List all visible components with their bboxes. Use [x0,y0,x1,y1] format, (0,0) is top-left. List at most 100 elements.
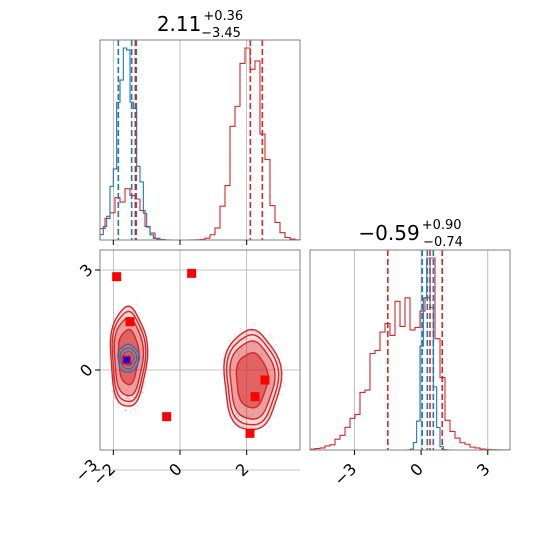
joint-sample-point [117,403,119,406]
joint-sample-point [143,381,146,384]
joint-red-fill-level [236,352,269,408]
joint-sample-point [240,347,243,350]
joint-marker [187,268,197,278]
joint-sample-point [135,377,137,379]
joint-sample-point [139,338,142,341]
joint-sample-point [269,426,271,429]
marginal-histogram-param2: −3 0 3 [309,249,511,490]
joint-sample-point [130,411,132,413]
joint-sample-point [120,387,122,390]
joint-sample-point [128,385,131,388]
joint-sample-point [231,344,234,347]
hist2-red-histogram [309,257,511,451]
joint-sample-point [117,339,120,341]
joint-core-marker [123,357,130,363]
joint-sample-point [126,388,129,391]
joint-sample-point [260,353,263,356]
hist2-xtick-label: 0 [406,459,427,480]
joint-sample-point [238,353,240,356]
joint-sample-point [142,386,145,389]
joint-sample-point [128,392,131,395]
joint-sample-point [124,409,127,412]
title-param1: 2.11 +0.36 [157,9,243,36]
joint-sample-point [127,398,130,400]
joint-sample-point [227,378,230,381]
hist2-xtick-label: 3 [473,459,494,480]
joint-sample-point [282,381,285,384]
joint-red-contour [229,340,276,420]
joint-sample-point [281,394,284,396]
joint-red-contour [117,328,140,386]
hist2-background [310,250,510,450]
joint-sample-point [251,413,254,416]
joint-sample-point [273,345,276,348]
joint-density-panel: −2 0 230−3 [71,249,301,500]
joint-sample-point [281,378,284,380]
joint-sample-point [144,379,146,382]
joint-sample-point [111,390,114,392]
joint-blue-contour [119,347,138,370]
joint-marker [125,317,135,327]
joint-sample-point [233,333,236,336]
joint-blue-contour [117,343,141,373]
joint-sample-point [236,350,239,353]
joint-sample-point [229,340,231,343]
joint-sample-point [268,333,271,336]
joint-red-contour [109,305,149,407]
joint-sample-point [253,324,256,326]
joint-sample-point [126,395,129,398]
joint-red-contour [111,310,147,403]
joint-sample-point [242,425,245,428]
joint-sample-point [141,391,144,394]
joint-sample-point [239,327,242,330]
joint-sample-point [251,330,253,332]
joint-sample-point [119,319,122,322]
joint-sample-point [133,384,136,386]
joint-marker [112,272,122,282]
joint-red-contour [223,328,283,431]
joint-sample-point [136,405,139,407]
joint-sample-point [132,407,135,410]
hist2-frame [309,249,511,451]
title-param2-lower: −0.74 [423,235,463,250]
joint-sample-point [114,397,117,400]
joint-red-contour [225,333,280,426]
joint-ytick-label: 0 [76,360,97,381]
joint-sample-point [116,373,119,376]
joint-marker [250,392,260,402]
title-param1-lower: −3.45 [201,26,241,41]
joint-sample-point [242,414,245,416]
joint-sample-point [235,413,238,416]
joint-marker [260,375,270,385]
title-param2: −0.59 +0.90 [358,218,461,245]
joint-sample-point [119,325,122,328]
joint-marker [245,428,255,438]
joint-frame [99,249,301,451]
hist1-background [100,40,300,240]
hist1-frame [99,39,301,241]
joint-sample-point [267,350,270,353]
joint-sample-point [271,337,273,339]
joint-sample-point [283,384,285,387]
joint-sample-point [144,384,147,387]
joint-sample-point [125,397,128,400]
marginal-histogram-param1 [99,39,301,245]
joint-red-contour [113,316,145,397]
joint-sample-point [237,416,240,418]
joint-sample-point [134,408,137,411]
joint-sample-point [247,416,250,418]
joint-sample-point [274,415,276,418]
joint-sample-point [243,338,246,341]
joint-sample-point [236,338,239,341]
joint-marker [162,412,172,422]
hist2-xtick-label: −3 [330,459,360,489]
joint-marker [144,491,153,500]
joint-sample-point [116,333,119,336]
joint-sample-point [252,342,255,345]
joint-ytick-label: 3 [76,260,97,281]
joint-sample-point [274,343,277,346]
joint-red-contour [235,352,269,409]
joint-content [109,268,285,500]
joint-sample-point [135,303,138,306]
